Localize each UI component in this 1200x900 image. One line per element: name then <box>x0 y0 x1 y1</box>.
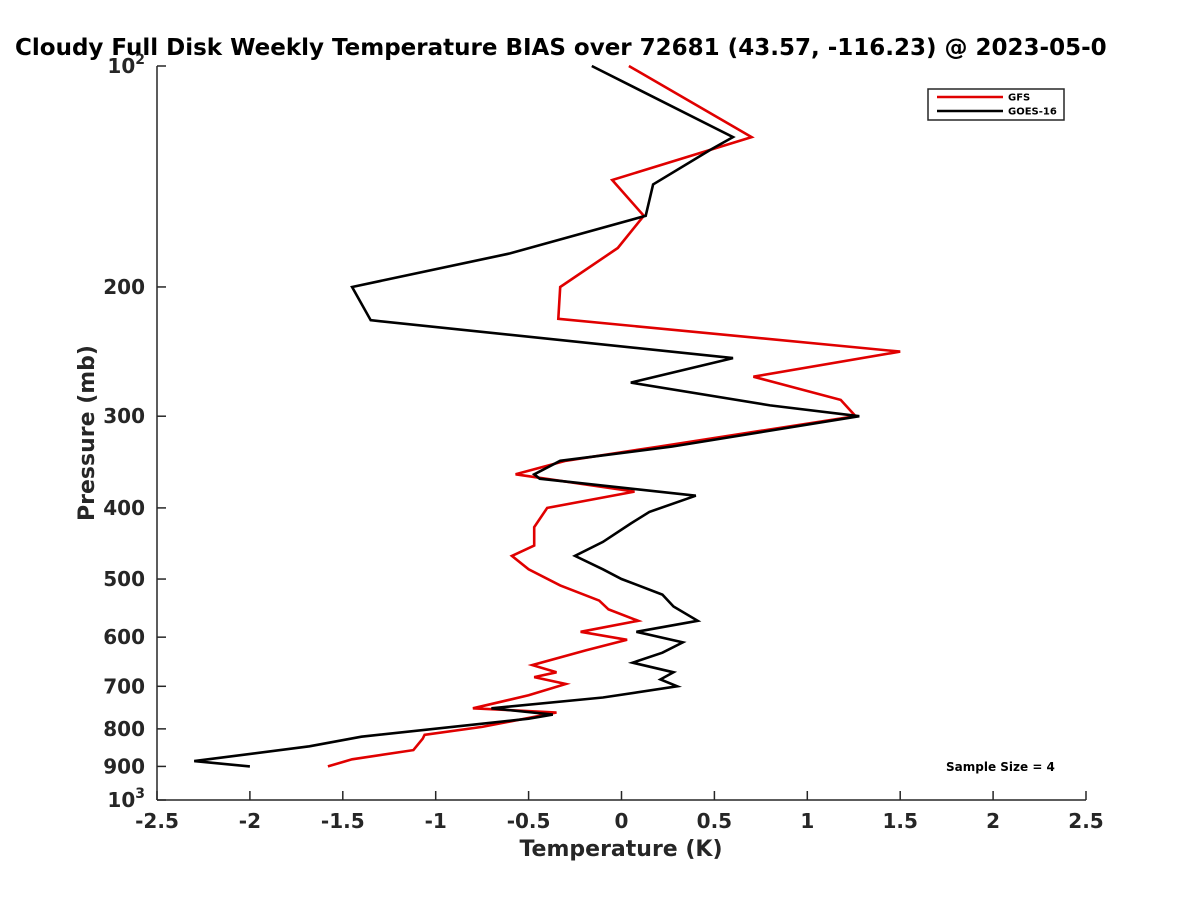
series-line-goes-16 <box>194 64 860 768</box>
y-tick-label-base: 400 <box>103 496 145 520</box>
x-tick-label: 2 <box>986 809 1000 833</box>
x-tick-label: 1.5 <box>882 809 917 833</box>
x-tick-label: -2.5 <box>135 809 179 833</box>
legend: GFS GOES-16 <box>927 88 1065 121</box>
y-tick-label: 200 <box>103 275 145 299</box>
sample-size-annotation: Sample Size = 4 <box>946 760 1055 774</box>
y-tick-label-base: 200 <box>103 275 145 299</box>
legend-label: GOES-16 <box>1008 107 1057 118</box>
x-tick-label: -0.5 <box>507 809 551 833</box>
series-line-gfs <box>327 64 901 768</box>
y-tick-label-exponent: 2 <box>135 52 145 68</box>
legend-label: GFS <box>1008 93 1030 104</box>
x-tick-label: -2 <box>239 809 261 833</box>
x-tick-label: 0 <box>615 809 629 833</box>
x-tick-label: 0.5 <box>697 809 732 833</box>
chart-title: Cloudy Full Disk Weekly Temperature BIAS… <box>15 35 1107 61</box>
x-tick-label: 1 <box>800 809 814 833</box>
y-tick-label-base: 300 <box>103 404 145 428</box>
y-tick-label: 700 <box>103 674 145 698</box>
y-tick-label: 103 <box>107 786 145 812</box>
y-tick-label-base: 10 <box>107 54 135 78</box>
y-tick-label-base: 500 <box>103 567 145 591</box>
x-tick-label: -1.5 <box>321 809 365 833</box>
x-axis-label: Temperature (K) <box>519 837 722 862</box>
y-tick-label-base: 600 <box>103 625 145 649</box>
x-tick-label: -1 <box>425 809 447 833</box>
y-tick-label-exponent: 3 <box>135 786 145 802</box>
y-axis-label: Pressure (mb) <box>75 345 100 521</box>
y-tick-label: 102 <box>107 52 145 78</box>
y-tick-label-base: 800 <box>103 717 145 741</box>
y-tick-label-base: 700 <box>103 674 145 698</box>
series-layer <box>194 64 901 768</box>
y-tick-label: 600 <box>103 625 145 649</box>
y-tick-label: 300 <box>103 404 145 428</box>
y-tick-label: 800 <box>103 717 145 741</box>
y-tick-label: 500 <box>103 567 145 591</box>
y-tick-label: 900 <box>103 754 145 778</box>
y-tick-label-base: 10 <box>107 788 135 812</box>
x-ticks: -2.5 -2 -1.5 -1 -0.5 0 0.5 1 1.5 2 2.5 <box>135 791 1104 833</box>
y-tick-label: 400 <box>103 496 145 520</box>
x-tick-label: 2.5 <box>1068 809 1103 833</box>
y-tick-label-base: 900 <box>103 754 145 778</box>
legend-box <box>927 88 1065 121</box>
